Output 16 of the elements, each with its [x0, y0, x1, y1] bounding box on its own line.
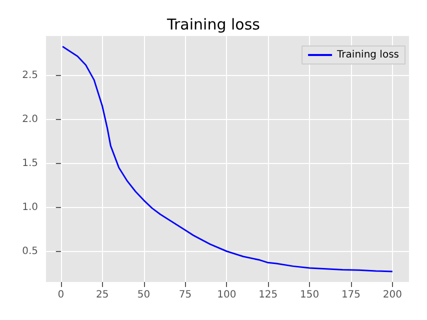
x-tick-label: 75	[178, 290, 192, 300]
y-tick-label: 2.0	[22, 114, 38, 125]
x-tick-label: 150	[300, 290, 320, 300]
x-tick-label: 50	[137, 290, 150, 300]
x-tick-label: 0	[58, 290, 64, 300]
x-tick-label: 200	[382, 290, 402, 300]
y-tick-label: 2.5	[22, 70, 38, 82]
legend-label: Training loss	[336, 50, 399, 60]
chart-title: Training loss	[166, 16, 260, 34]
x-tick-label: 175	[341, 290, 361, 300]
y-tick-label: 1.0	[22, 202, 38, 213]
x-tick-label: 100	[217, 290, 236, 300]
y-tick-label: 1.5	[22, 158, 38, 169]
y-tick-label: 0.5	[22, 246, 38, 257]
x-tick-label: 25	[96, 290, 109, 300]
x-tick-label: 125	[258, 290, 278, 300]
